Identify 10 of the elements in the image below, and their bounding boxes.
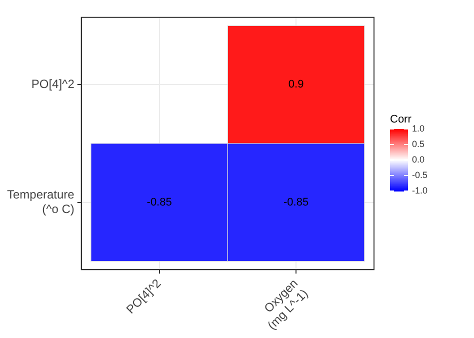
color-bar-label: -1.0 xyxy=(412,185,428,196)
color-bar-label: 1.0 xyxy=(412,123,425,134)
color-bar-label: 0.0 xyxy=(412,154,425,164)
data-label: 0.9 xyxy=(288,78,304,91)
color-bar-label: 0.5 xyxy=(412,138,425,149)
legend-title: Corr xyxy=(390,114,412,126)
color-bar-label: -0.5 xyxy=(412,170,428,180)
y-tick-label: Temperature (^o C) xyxy=(6,188,75,216)
data-label: -0.85 xyxy=(284,196,309,208)
data-label: -0.85 xyxy=(146,196,172,208)
